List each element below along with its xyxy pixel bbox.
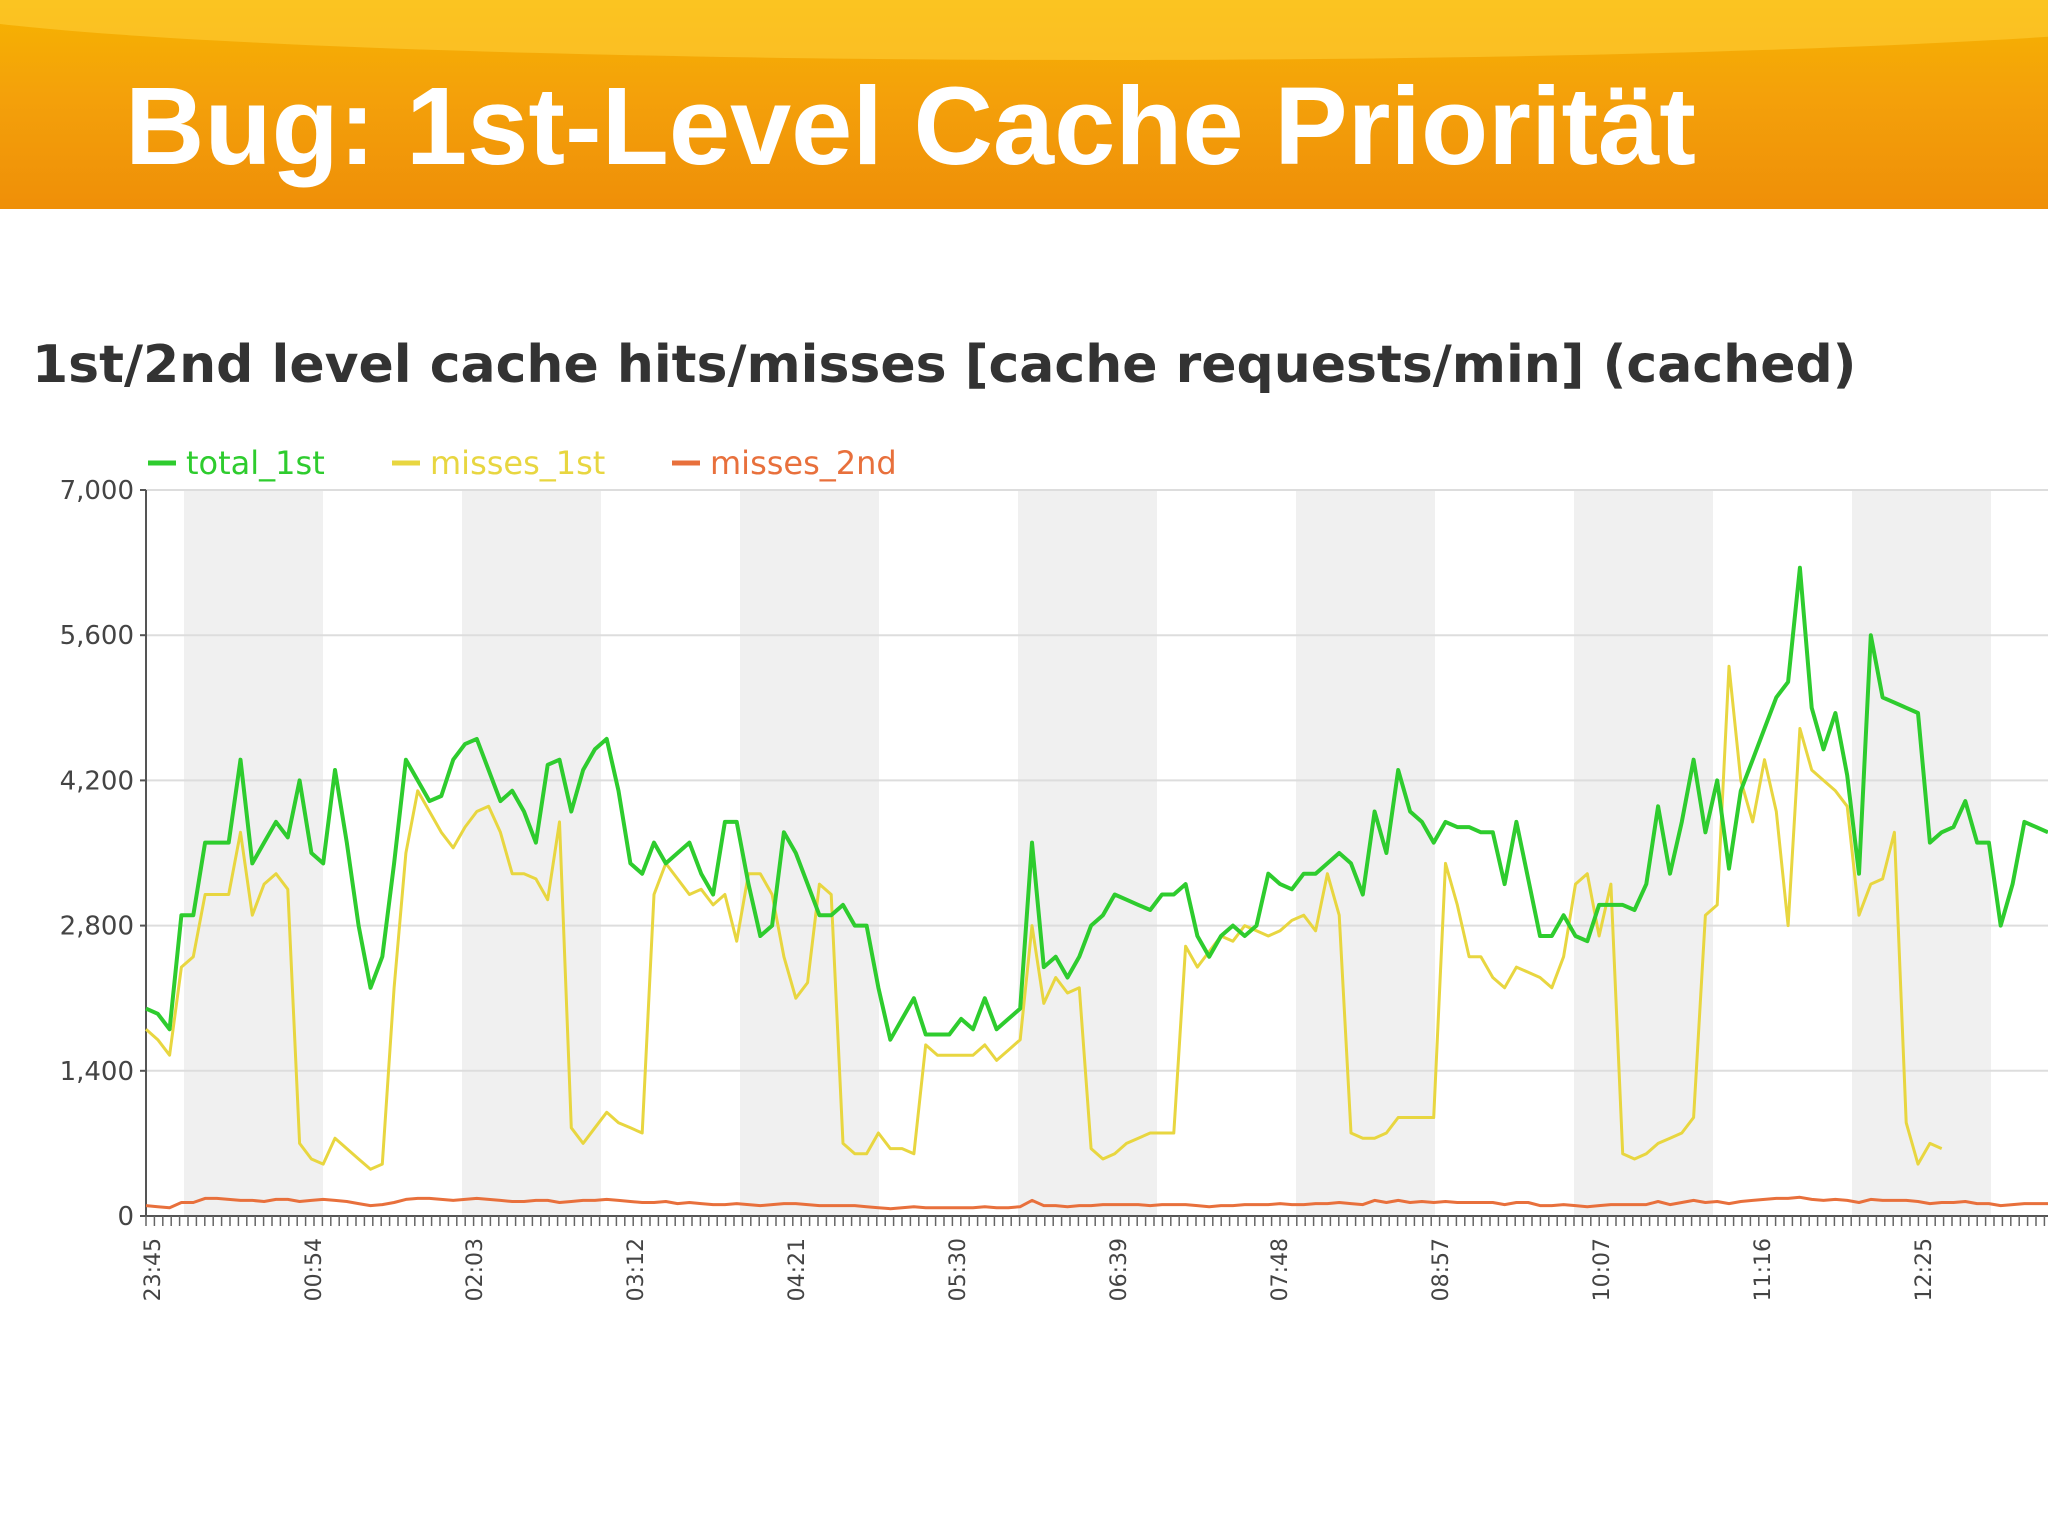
legend-label: misses_1st bbox=[430, 444, 605, 482]
slide-title: Bug: 1st-Level Cache Priorität bbox=[125, 65, 1696, 188]
legend-item-misses-1st: misses_1st bbox=[392, 444, 605, 482]
alternating-background-bands bbox=[184, 490, 1991, 1216]
background-band bbox=[184, 490, 323, 1216]
x-tick-label: 03:12 bbox=[624, 1238, 649, 1301]
chart-title: 1st/2nd level cache hits/misses [cache r… bbox=[32, 335, 1857, 395]
background-band bbox=[462, 490, 601, 1216]
x-tick-label: 05:30 bbox=[946, 1238, 971, 1301]
legend-label: misses_2nd bbox=[710, 444, 897, 482]
x-tick-label: 00:54 bbox=[302, 1238, 327, 1301]
axes bbox=[145, 490, 2048, 1217]
x-tick-label: 06:39 bbox=[1107, 1238, 1132, 1301]
series-line-total-1st bbox=[145, 565, 2048, 1042]
banner-swoosh bbox=[0, 0, 2048, 60]
y-tick-label: 7,000 bbox=[60, 476, 134, 506]
x-tick-label: 04:21 bbox=[785, 1238, 810, 1301]
chart-legend: total_1st misses_1st misses_2nd bbox=[148, 444, 897, 482]
background-band bbox=[1296, 490, 1435, 1216]
x-axis-ticks: 23:45 00:54 02:03 03:12 04:21 05:30 06:39 07:48… bbox=[141, 1216, 2046, 1301]
y-tick-label: 4,200 bbox=[60, 766, 134, 796]
y-tick-label: 5,600 bbox=[60, 621, 134, 651]
x-tick-label: 10:07 bbox=[1590, 1238, 1615, 1301]
legend-item-total-1st: total_1st bbox=[148, 444, 325, 482]
background-band bbox=[1852, 490, 1991, 1216]
series-lines bbox=[145, 565, 2048, 1211]
y-tick-label: 2,800 bbox=[60, 912, 134, 942]
background-band bbox=[740, 490, 879, 1216]
legend-label: total_1st bbox=[186, 444, 325, 482]
legend-item-misses-2nd: misses_2nd bbox=[672, 444, 897, 482]
series-line-misses-1st bbox=[145, 664, 1943, 1171]
x-tick-label: 02:03 bbox=[463, 1238, 488, 1301]
slide-header-banner: Bug: 1st-Level Cache Priorität bbox=[0, 0, 2048, 209]
x-tick-label: 11:16 bbox=[1751, 1238, 1776, 1301]
x-tick-label: 12:25 bbox=[1912, 1238, 1937, 1301]
background-band bbox=[1574, 490, 1713, 1216]
y-tick-label: 0 bbox=[117, 1202, 134, 1232]
cache-hits-line-chart: 0 1,400 2,800 4,200 5,600 7,000 23:45 00:54 02:… bbox=[60, 444, 2048, 1301]
x-tick-label: 08:57 bbox=[1429, 1238, 1454, 1301]
x-tick-label: 23:45 bbox=[141, 1238, 166, 1301]
y-axis-ticks: 0 1,400 2,800 4,200 5,600 7,000 bbox=[60, 476, 146, 1232]
y-tick-label: 1,400 bbox=[60, 1057, 134, 1087]
x-tick-label: 07:48 bbox=[1268, 1238, 1293, 1301]
series-line-misses-2nd bbox=[145, 1195, 2048, 1211]
